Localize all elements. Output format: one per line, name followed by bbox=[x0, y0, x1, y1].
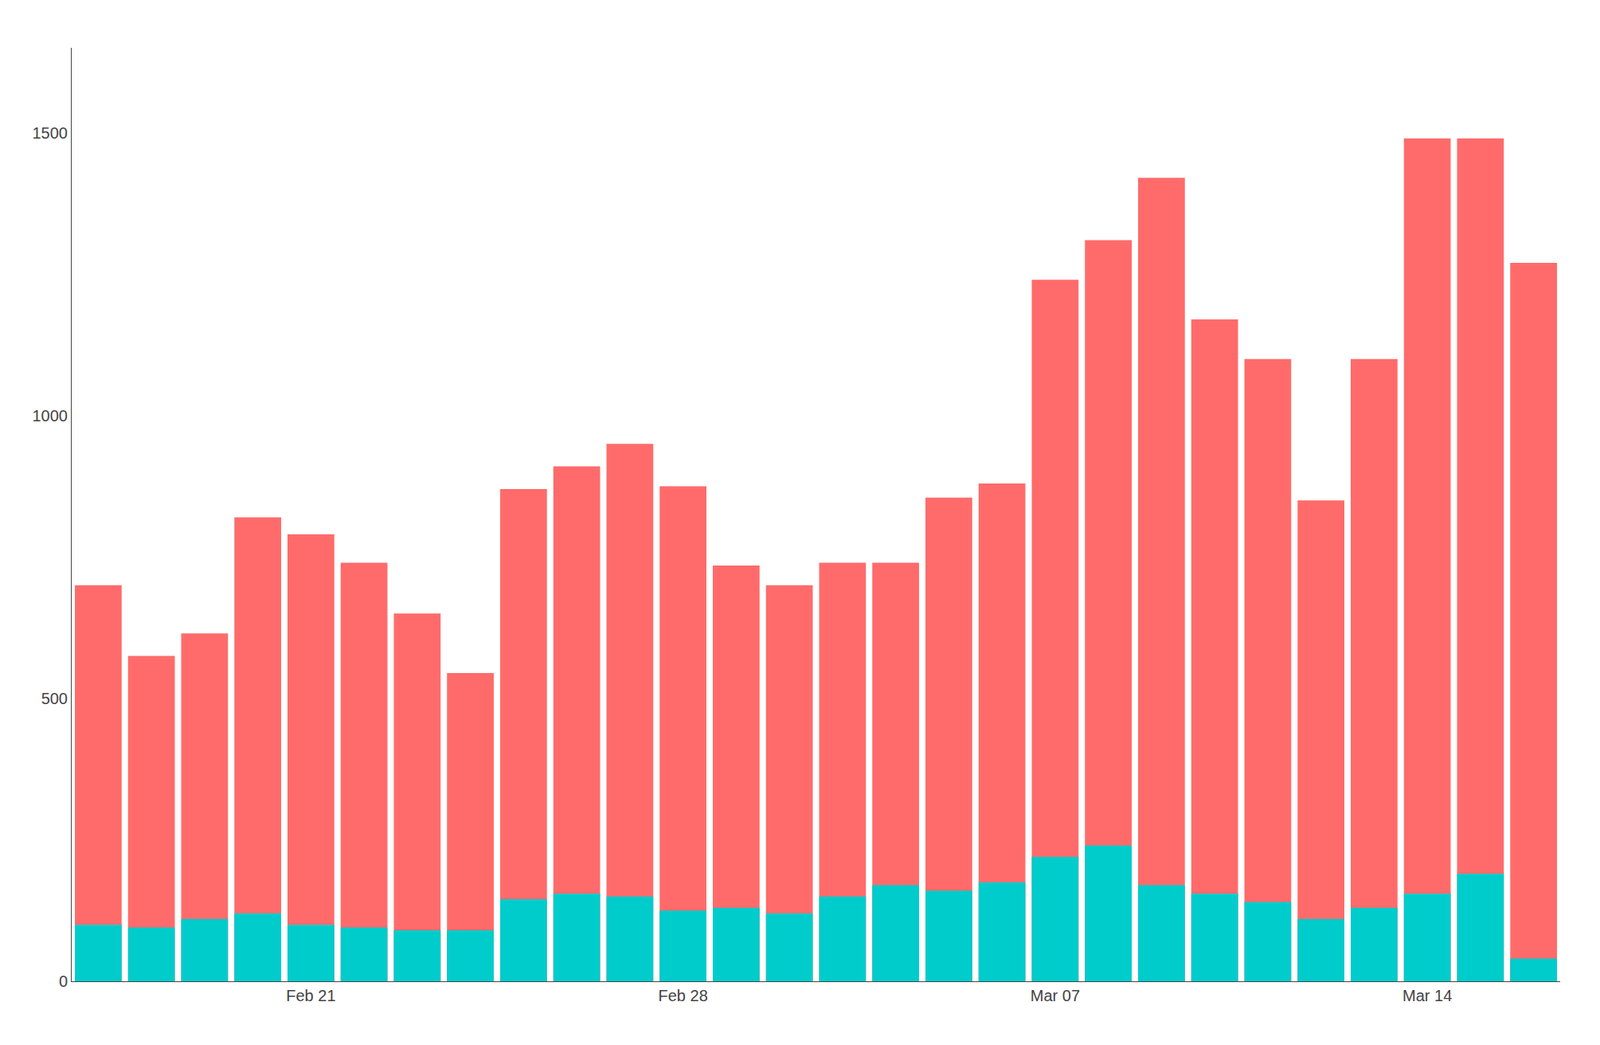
svg-text:Feb 28: Feb 28 bbox=[657, 986, 708, 1005]
svg-text:1000: 1000 bbox=[32, 406, 69, 425]
svg-text:500: 500 bbox=[41, 689, 68, 708]
svg-text:1500: 1500 bbox=[32, 124, 69, 142]
svg-text:Feb 21: Feb 21 bbox=[285, 986, 336, 1005]
svg-text:0: 0 bbox=[58, 972, 68, 990]
svg-text:Mar 07: Mar 07 bbox=[1030, 986, 1080, 1005]
svg-text:Mar 14: Mar 14 bbox=[1402, 986, 1452, 1005]
